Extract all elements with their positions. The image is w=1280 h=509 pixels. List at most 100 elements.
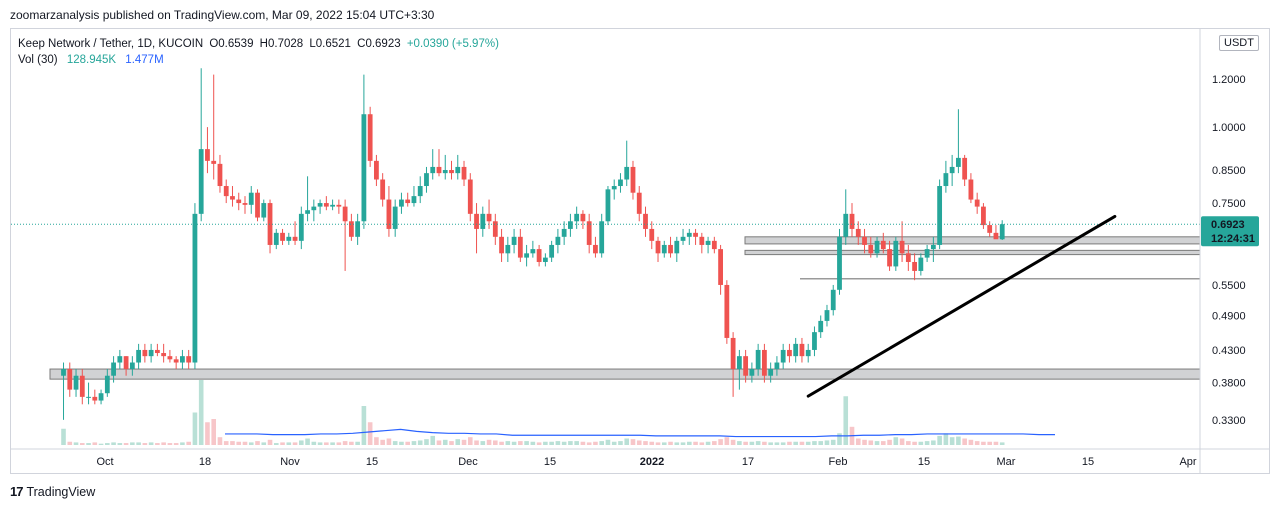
candle-body [874,240,880,254]
candle-body [154,349,160,354]
candle-body [436,166,442,174]
volume-bar [186,441,191,445]
last-price-label: 0.6923 12:24:31 [1201,216,1259,247]
time-tick-label: 2022 [640,456,664,468]
last-price-box [1201,216,1259,247]
volume-bar [299,440,304,445]
volume-bar [330,442,335,445]
volume-bar [155,443,160,445]
volume-bar [749,441,755,445]
volume-bar [161,442,166,445]
candle-body [843,213,849,237]
volume-bar [737,441,742,445]
candle-body [355,221,361,237]
time-tick-label: 17 [742,456,754,468]
candle-body [705,240,711,245]
candle-body [524,253,529,258]
candle-body [405,199,411,204]
candle-body [668,244,673,254]
volume-bar [173,443,179,445]
candle-body [499,236,504,254]
volume-bar [981,441,986,445]
tradingview-logo-icon[interactable]: 17 [10,484,24,499]
time-tick-label: Dec [458,456,478,468]
volume-bar [887,439,892,445]
volume-bar [599,441,604,445]
volume-bar [730,439,736,445]
price-axis[interactable]: 1.20001.00000.85000.75000.65000.55000.49… [1199,29,1246,473]
candle-body [167,356,173,360]
volume-bar [223,441,229,445]
volume-bar [787,441,792,445]
volume-bar [211,419,217,445]
chart-frame[interactable] [10,28,1270,474]
volume-bar [743,441,748,445]
trendline[interactable] [806,214,1117,398]
volume-bar [943,433,949,445]
candle-body [392,206,398,229]
volume-bar [524,441,529,445]
volume-label[interactable]: Vol (30) [18,54,58,66]
open-value: O0.6539 [209,38,254,50]
volume-bar [862,439,867,445]
candle-body [636,192,642,214]
candle-body [223,186,229,197]
volume-bar [881,441,886,445]
candle-body [298,213,304,241]
volume-bar [712,441,717,445]
volume-bar [499,441,504,445]
volume-bar [399,441,404,445]
candle-body [880,240,886,250]
candle-body [104,375,110,394]
volume-bar [442,439,448,445]
volume-bar [111,442,116,445]
candle-body [217,163,223,187]
volume-bar [968,439,974,445]
candle-body [180,356,185,363]
volume-bar [424,439,429,445]
candle-body [449,170,454,174]
volume-bar [680,442,686,445]
volume-bar [280,442,285,445]
candle-body [743,356,749,376]
volume-bar [555,441,561,445]
candle-body [148,349,154,357]
volume-bar [198,380,204,445]
candle-body [161,353,167,357]
candle-body [912,261,917,271]
price-tick-label: 0.4900 [1212,310,1246,322]
candle-body [893,240,899,267]
time-axis[interactable]: Oct 18 Nov 15 Dec 15 2022 17 Feb 15 Mar 15 Apr [11,448,1269,468]
candle-body [818,320,824,333]
volume-bar [98,443,104,445]
candle-body [536,249,542,262]
price-tick-label: 1.2000 [1212,74,1246,86]
symbol-row: Keep Network / Tether, 1D, KUCOIN O0.653… [18,36,499,52]
volume-bar [67,441,73,445]
candle-body [323,203,329,207]
candle-body [755,349,761,370]
candle-body [374,160,379,180]
candle-body [67,369,73,390]
candle-body [630,166,636,193]
candle-body [317,203,323,207]
volume-bar [774,442,780,445]
volume-bar [530,441,536,445]
candle-body [129,362,135,370]
candle-body [955,157,961,167]
candle-body [968,179,974,200]
symbol-name[interactable]: Keep Network / Tether, 1D, KUCOIN [18,38,204,50]
currency-button[interactable]: USDT [1219,35,1259,51]
candle-body [605,189,611,222]
volume-bar [837,433,842,445]
candle-body [905,253,911,262]
candle-body [624,166,630,180]
volume-bar [618,441,623,445]
volume-bar [561,441,567,445]
footer-brand[interactable]: TradingView [26,484,96,499]
candle-body [918,257,924,271]
time-tick-label: 15 [1082,456,1094,468]
candle-body [711,240,717,250]
volume-bar [467,437,473,445]
